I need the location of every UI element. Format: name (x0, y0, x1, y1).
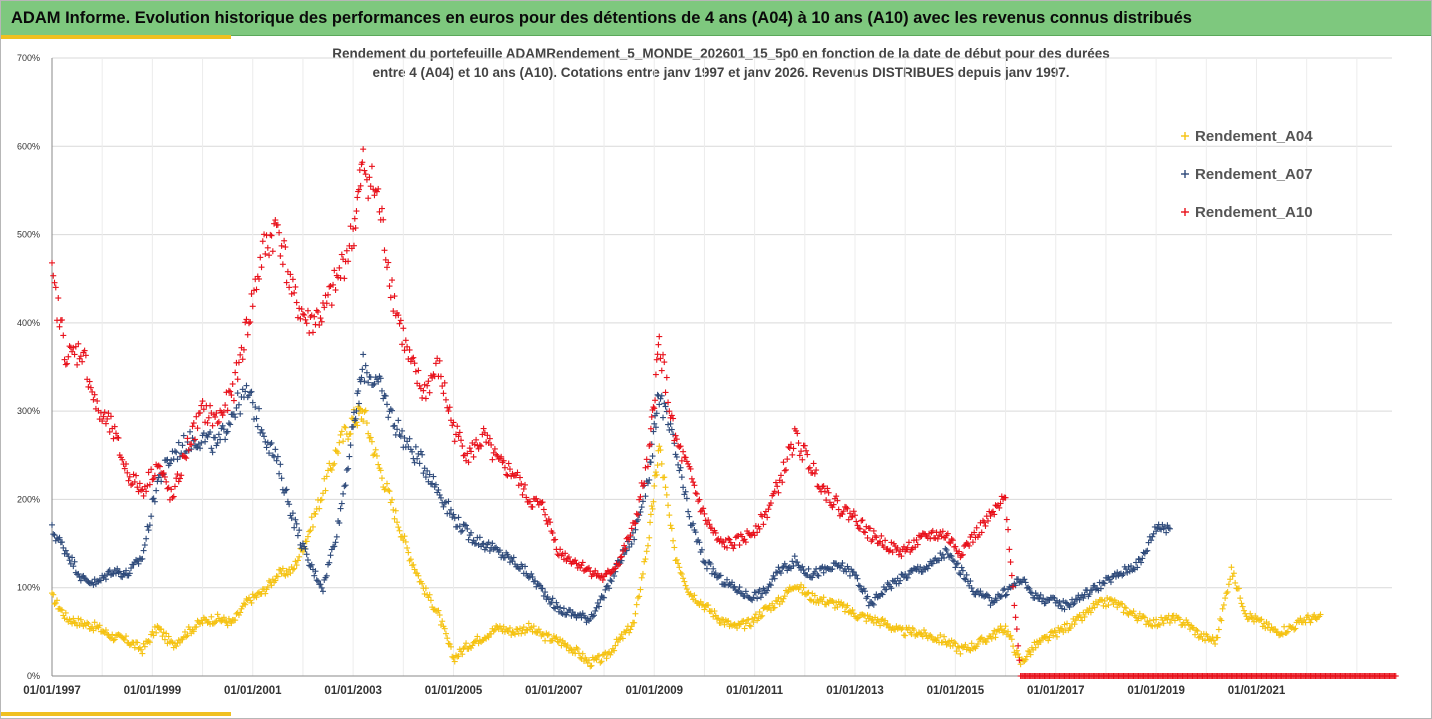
accent-bar-top (1, 35, 231, 39)
chart-title-line-2: entre 4 (A04) et 10 ans (A10). Cotations… (372, 65, 1070, 80)
accent-bar-bottom (1, 712, 231, 716)
page-title: ADAM Informe. Evolution historique des p… (11, 9, 1192, 27)
header-bar: ADAM Informe. Evolution historique des p… (1, 1, 1431, 36)
chart-title: Rendement du portefeuille ADAMRendement_… (0, 44, 1432, 82)
chart-title-line-1: Rendement du portefeuille ADAMRendement_… (332, 46, 1110, 61)
